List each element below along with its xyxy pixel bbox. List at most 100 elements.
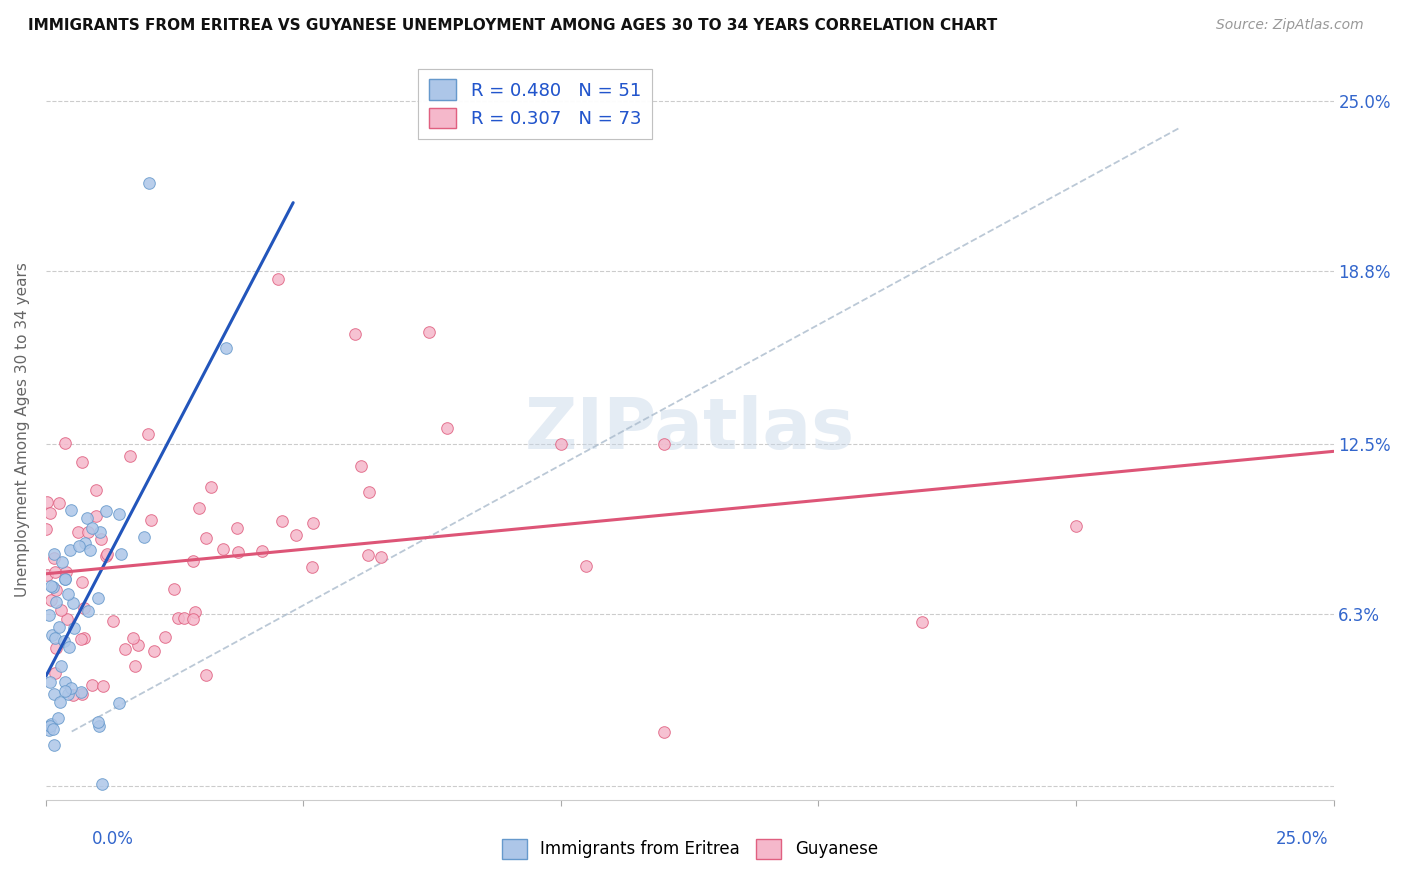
Point: [52, 634, 75, 648]
Point: [42, 722, 65, 736]
Point: [73, 632, 96, 646]
Point: [39, 593, 62, 607]
Point: [89, 524, 111, 539]
Point: [94, 549, 117, 563]
Point: [60, 503, 83, 517]
Point: [195, 532, 218, 546]
Point: [91, 679, 114, 693]
Point: [356, 548, 378, 562]
Point: [90, 777, 112, 791]
Point: [75, 536, 97, 550]
Point: [132, 530, 155, 544]
Point: [652, 724, 675, 739]
Point: [167, 611, 190, 625]
Point: [143, 643, 166, 657]
Point: [80, 521, 103, 535]
Point: [44, 565, 66, 579]
Point: [301, 559, 323, 574]
Point: [56, 687, 79, 701]
Point: [51, 659, 73, 673]
Point: [38, 675, 60, 690]
Point: [39, 506, 62, 520]
Point: [285, 527, 308, 541]
Point: [45, 583, 67, 598]
Point: [575, 558, 598, 573]
Point: [350, 458, 373, 473]
Point: [67, 539, 90, 553]
Point: [80, 678, 103, 692]
Point: [136, 427, 159, 442]
Point: [44, 632, 66, 646]
Point: [44, 738, 66, 752]
Point: [51, 555, 73, 569]
Point: [62, 688, 84, 702]
Point: [228, 545, 250, 559]
Point: [66, 525, 89, 540]
Point: [38, 723, 60, 737]
Point: [267, 272, 290, 286]
Text: 0.0%: 0.0%: [91, 830, 134, 847]
Point: [41, 580, 63, 594]
Point: [72, 687, 94, 701]
Point: [163, 582, 186, 596]
Point: [48, 620, 70, 634]
Point: [53, 684, 76, 698]
Point: [39, 579, 62, 593]
Point: [184, 606, 207, 620]
Point: [48, 496, 70, 510]
Point: [87, 591, 110, 605]
Point: [181, 554, 204, 568]
Text: Source: ZipAtlas.com: Source: ZipAtlas.com: [1216, 18, 1364, 32]
Point: [96, 503, 118, 517]
Point: [155, 630, 177, 644]
Y-axis label: Unemployment Among Ages 30 to 34 years: Unemployment Among Ages 30 to 34 years: [15, 262, 30, 598]
Point: [195, 668, 218, 682]
Point: [58, 640, 80, 654]
Point: [37, 494, 59, 508]
Point: [44, 547, 66, 561]
Point: [173, 611, 195, 625]
Text: IMMIGRANTS FROM ERITREA VS GUYANESE UNEMPLOYMENT AMONG AGES 30 TO 34 YEARS CORRE: IMMIGRANTS FROM ERITREA VS GUYANESE UNEM…: [28, 18, 997, 33]
Point: [53, 674, 76, 689]
Point: [121, 631, 143, 645]
Point: [56, 612, 79, 626]
Point: [108, 697, 131, 711]
Point: [139, 513, 162, 527]
Point: [101, 614, 124, 628]
Point: [370, 549, 392, 564]
Point: [343, 326, 366, 341]
Point: [39, 716, 62, 731]
Point: [90, 532, 112, 546]
Point: [270, 514, 292, 528]
Point: [70, 685, 93, 699]
Point: [127, 638, 149, 652]
Point: [76, 525, 98, 540]
Point: [114, 641, 136, 656]
Point: [110, 547, 132, 561]
Point: [46, 710, 69, 724]
Point: [87, 715, 110, 730]
Legend: R = 0.480   N = 51, R = 0.307   N = 73: R = 0.480 N = 51, R = 0.307 N = 73: [419, 69, 652, 139]
Point: [96, 547, 118, 561]
Point: [39, 719, 62, 733]
Point: [35, 568, 58, 582]
Point: [200, 480, 222, 494]
Text: 25.0%: 25.0%: [1277, 830, 1329, 847]
Point: [49, 603, 72, 617]
Point: [70, 632, 93, 646]
Point: [436, 421, 458, 435]
Point: [53, 572, 76, 586]
Point: [72, 574, 94, 589]
Point: [550, 436, 572, 450]
Point: [41, 627, 63, 641]
Point: [72, 600, 94, 615]
Point: [181, 612, 204, 626]
Point: [138, 176, 160, 190]
Point: [62, 621, 84, 635]
Point: [62, 596, 84, 610]
Point: [124, 658, 146, 673]
Point: [250, 544, 273, 558]
Point: [84, 508, 107, 523]
Point: [910, 615, 932, 629]
Point: [652, 436, 675, 450]
